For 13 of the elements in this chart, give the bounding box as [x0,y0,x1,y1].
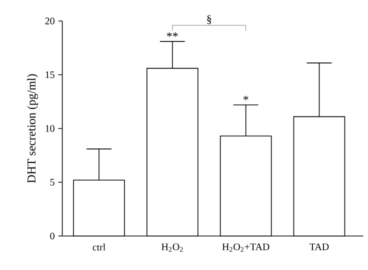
annotation: § [207,15,212,24]
x-tick-label: H$_{2}$O$_{2}$+TAD [222,244,270,252]
annotation: * [243,96,248,100]
y-tick-label: 20 [45,18,54,24]
annotation: ** [167,32,178,37]
y-tick-label: 5 [50,178,54,186]
y-tick-label: 15 [46,71,54,78]
y-tick-label: 0 [50,232,54,240]
x-tick-label: H$_{2}$O$_{2}$ [162,244,183,252]
y-tick-label: 10 [46,125,54,132]
x-tick-label: TAD [310,244,329,250]
x-tick-label: ctrl [92,244,106,251]
y-axis-title: DHT secretion (pg/ml) [27,74,38,183]
